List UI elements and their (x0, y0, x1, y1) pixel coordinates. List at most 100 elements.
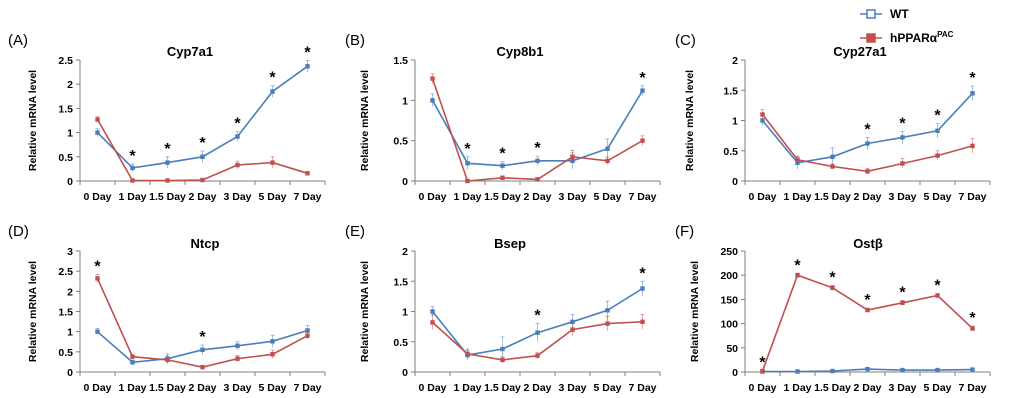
x-tick-label: 2 Day (523, 382, 551, 394)
x-tick-label: 1 Day (783, 191, 811, 203)
data-point-wt (970, 367, 975, 372)
significance-star: * (969, 310, 976, 327)
data-point-hppar (430, 76, 435, 81)
y-tick-label: 2 (67, 286, 73, 298)
data-point-hppar (935, 153, 940, 158)
significance-star: * (94, 258, 101, 275)
data-point-wt (900, 135, 905, 140)
x-tick-label: 3 Day (888, 382, 916, 394)
data-point-wt (270, 339, 275, 344)
data-point-hppar (760, 112, 765, 117)
significance-star: * (934, 278, 941, 295)
y-tick-label: 0 (732, 367, 738, 379)
significance-star: * (304, 44, 311, 61)
data-point-wt (535, 158, 540, 164)
x-tick-label: 2 Day (188, 191, 216, 203)
data-point-wt (500, 163, 505, 168)
x-tick-label: 1 Day (453, 191, 481, 203)
data-point-wt (305, 64, 310, 69)
y-axis-label: Relative mRNA level (27, 70, 39, 171)
data-point-hppar (865, 169, 870, 174)
data-point-hppar (640, 138, 645, 143)
data-point-hppar (795, 273, 800, 278)
x-tick-label: 5 Day (593, 382, 621, 394)
data-point-hppar (270, 160, 275, 165)
significance-star: * (534, 308, 541, 325)
data-point-wt (830, 154, 835, 159)
significance-star: * (269, 70, 276, 87)
panel-letter: (D) (8, 223, 29, 240)
data-point-hppar (305, 171, 310, 176)
y-tick-label: 0.5 (393, 136, 408, 148)
data-point-hppar (865, 307, 870, 313)
panel-letter: (B) (345, 32, 365, 49)
x-tick-label: 0 Day (748, 382, 776, 394)
data-point-wt (865, 141, 870, 146)
data-point-wt (200, 154, 205, 159)
panel-title: Ostβ (853, 236, 883, 251)
y-tick-label: 2.5 (58, 266, 73, 278)
data-point-hppar (95, 117, 100, 122)
significance-star: * (899, 284, 906, 301)
data-point-hppar (795, 157, 800, 163)
data-point-hppar (165, 178, 170, 183)
y-tick-label: 250 (720, 246, 738, 258)
significance-star: * (864, 292, 871, 309)
x-tick-label: 0 Day (748, 191, 776, 203)
data-point-hppar (830, 285, 835, 290)
data-point-wt (605, 146, 610, 151)
data-point-wt (235, 343, 240, 348)
data-point-wt (500, 346, 505, 352)
y-tick-label: 1 (402, 95, 408, 107)
data-point-hppar (500, 175, 505, 180)
data-point-hppar (900, 161, 905, 166)
data-point-hppar (430, 320, 435, 325)
data-point-wt (430, 309, 435, 314)
data-point-hppar (130, 354, 135, 359)
significance-star: * (759, 355, 766, 372)
y-tick-label: 0 (67, 367, 73, 379)
data-point-wt (570, 319, 575, 324)
panel-letter: (C) (675, 32, 696, 49)
data-point-hppar (935, 293, 940, 298)
y-tick-label: 0.5 (58, 152, 73, 164)
x-tick-label: 1.5 Day (149, 191, 186, 203)
y-tick-label: 1.5 (393, 55, 408, 67)
y-tick-label: 150 (720, 294, 738, 306)
data-point-hppar (235, 162, 240, 168)
data-point-wt (130, 165, 135, 171)
data-point-wt (305, 328, 310, 333)
legend-label-hppar: hPPARαPAC (890, 30, 954, 45)
y-tick-label: 1 (67, 327, 73, 339)
significance-star: * (899, 115, 906, 132)
x-tick-label: 7 Day (293, 191, 321, 203)
y-tick-label: 2.5 (58, 55, 73, 67)
data-point-hppar (305, 333, 310, 338)
series-line-hppar (761, 274, 974, 372)
y-tick-label: 2 (67, 79, 73, 91)
data-point-hppar (900, 300, 905, 305)
y-tick-label: 0.5 (393, 337, 408, 349)
x-tick-label: 1 Day (453, 382, 481, 394)
panel-title: Cyp8b1 (497, 44, 544, 59)
x-tick-label: 2 Day (188, 382, 216, 394)
data-point-hppar (165, 357, 170, 363)
data-point-wt (760, 118, 765, 123)
x-tick-label: 1 Day (118, 382, 146, 394)
x-tick-label: 7 Day (628, 382, 656, 394)
x-tick-label: 5 Day (923, 191, 951, 203)
y-tick-label: 1.5 (723, 85, 738, 97)
data-point-wt (270, 89, 275, 94)
panel-bsep: (E) Bsep Relative mRNA level 0 0.5 1 1.5 2 0 Day… (345, 223, 661, 394)
y-axis-label: Relative mRNA level (689, 261, 701, 362)
data-point-hppar (830, 164, 835, 169)
y-axis-label: Relative mRNA level (359, 70, 371, 171)
data-point-hppar (500, 357, 505, 363)
x-tick-label: 0 Day (418, 191, 446, 203)
panel-ostβ: (F) Ostβ Relative mRNA level 0 50 100 150 200 25… (675, 223, 991, 394)
data-point-wt (95, 329, 100, 334)
y-tick-label: 1 (402, 307, 408, 319)
x-tick-label: 3 Day (223, 191, 251, 203)
data-point-wt (465, 161, 470, 166)
